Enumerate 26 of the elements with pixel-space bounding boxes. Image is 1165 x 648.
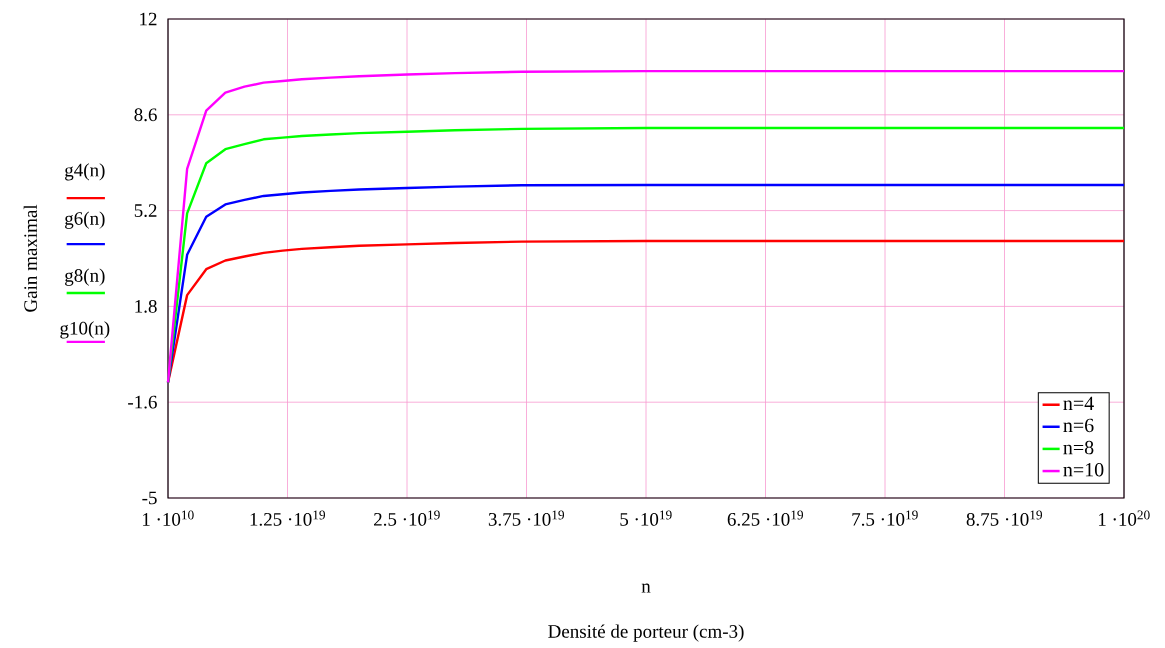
x-tick-label: 1 ·10$^{20}$ — [1098, 510, 1150, 526]
x-tick-label: 1.25 ·10$^{19}$ — [250, 510, 326, 526]
y-axis-title: Gain maximal — [23, 204, 38, 312]
x-tick-label: 5 ·10$^{19}$ — [620, 510, 672, 526]
x-tick-label: 3.75 ·10$^{19}$ — [488, 510, 565, 526]
y-tick-label: -1.6 — [128, 395, 157, 409]
legend-label: n=4 — [1063, 396, 1094, 410]
x-tick-label: 6.25 ·10$^{19}$ — [727, 510, 804, 526]
y-tick-label: 5.2 — [134, 204, 157, 217]
legend-label: n=10 — [1063, 462, 1104, 477]
x-tick-label: 8.75 ·10$^{19}$ — [966, 510, 1043, 526]
x-tick-label: 7.5 ·10$^{19}$ — [852, 510, 918, 526]
text: g10(n) — [60, 321, 110, 339]
text: Densité de porteur (cm-3) — [548, 624, 744, 642]
y-tick-label: 12 — [140, 12, 157, 26]
y-tick-label: 1.8 — [135, 299, 157, 313]
x-tick-label: 1 ·10$^{10}$ — [142, 510, 194, 526]
x-tick-label: 2.5 ·10$^{19}$ — [374, 510, 440, 526]
text: g6(n) — [65, 211, 105, 229]
legend-label: n=8 — [1063, 440, 1094, 455]
y-tick-label: -5 — [142, 491, 157, 505]
x-axis-title: n — [641, 583, 651, 593]
text: g4(n) — [65, 163, 105, 181]
y-tick-label: 8.6 — [134, 108, 157, 122]
text: g8(n) — [65, 268, 105, 286]
legend-label: n=6 — [1063, 418, 1094, 433]
